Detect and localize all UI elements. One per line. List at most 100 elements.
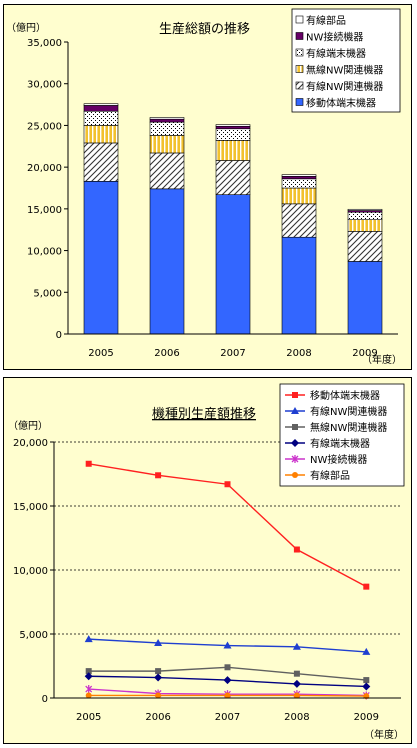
bar-segment — [149, 121, 185, 136]
data-point — [362, 647, 371, 655]
data-point — [155, 472, 162, 479]
legend-label: 有線部品 — [306, 14, 346, 27]
x-axis-label: （年度） — [364, 728, 404, 741]
data-point — [85, 668, 92, 675]
legend-label: 移動体端末機器 — [306, 97, 376, 110]
legend-swatch — [295, 48, 304, 57]
line-chart-panel: 機種別生産額推移 （億円） （年度） 0 5,000 10,000 15,000 20,… — [3, 377, 412, 744]
chart-title: 機種別生産額推移 — [152, 406, 256, 422]
legend-swatch-marker — [292, 392, 298, 398]
legend-label: 有線部品 — [310, 469, 350, 482]
x-axis-label: （年度） — [362, 353, 402, 366]
legend-swatch-marker — [291, 455, 299, 463]
x-tick-label: 2007 — [220, 348, 245, 359]
y-tick-label: 5,000 — [19, 630, 48, 641]
y-tick-label: 35,000 — [27, 38, 62, 49]
bar-segment — [281, 203, 317, 238]
bar-segment — [149, 188, 185, 335]
data-point — [363, 677, 370, 684]
legend-label: 移動体端末機器 — [310, 389, 380, 402]
legend-swatch-marker — [291, 407, 299, 414]
data-point — [154, 673, 163, 682]
bar-segment — [215, 194, 251, 335]
data-point — [84, 672, 93, 681]
x-tick-label: 2007 — [215, 712, 240, 723]
legend-swatch-marker — [292, 424, 298, 430]
data-point — [85, 460, 92, 467]
y-axis-label: （億円） — [6, 21, 46, 34]
bar-segment — [215, 160, 251, 195]
legend-label: 有線端末機器 — [306, 47, 366, 60]
y-axis-label: （億円） — [8, 419, 48, 432]
legend-swatch-marker — [292, 472, 298, 478]
bar-segment — [83, 181, 119, 335]
legend-swatch — [295, 32, 304, 40]
legend-label: 有線端末機器 — [310, 437, 370, 450]
y-tick-label: 15,000 — [13, 502, 48, 513]
bar-segment — [347, 261, 383, 335]
stacked-bar-chart-panel: 生産総額の推移 （億円） （年度） 0 5,000 10,000 15,000 20,0… — [3, 4, 412, 370]
data-point — [292, 642, 301, 650]
bar-segment — [281, 187, 317, 205]
legend-swatch — [295, 81, 304, 90]
data-point — [362, 682, 371, 691]
x-tick-label: 2006 — [154, 348, 179, 359]
bar-segment — [149, 135, 185, 154]
data-point — [84, 635, 93, 643]
bar-segment — [83, 110, 119, 126]
legend-swatch-marker — [291, 439, 299, 447]
bar-segment — [347, 211, 383, 221]
bar-segment — [281, 236, 317, 335]
legend-label: 無線NW関連機器 — [310, 421, 387, 434]
bar-segment — [83, 125, 119, 144]
legend-swatch — [295, 98, 304, 106]
data-point — [293, 546, 300, 553]
bar-segment — [347, 208, 383, 211]
y-tick-label: 25,000 — [27, 121, 62, 132]
bar-segment — [281, 178, 317, 189]
y-tick-label: 20,000 — [27, 163, 62, 174]
data-point — [293, 670, 300, 677]
x-tick-label: 2009 — [354, 712, 379, 723]
bar-segment — [215, 124, 251, 127]
y-tick-label: 5,000 — [33, 288, 62, 299]
bar-segment — [281, 174, 317, 177]
chart-title: 生産総額の推移 — [159, 21, 250, 37]
bar-segment — [83, 103, 119, 106]
bar-segment — [215, 125, 251, 130]
data-point — [155, 668, 162, 675]
bar-segment — [347, 219, 383, 232]
data-point — [292, 679, 301, 688]
y-tick-label: 20,000 — [13, 438, 48, 449]
x-tick-label: 2005 — [88, 348, 113, 359]
data-point — [223, 676, 232, 685]
legend-swatch — [295, 65, 304, 73]
x-tick-label: 2008 — [284, 712, 309, 723]
legend-label: 無線NW関連機器 — [306, 64, 383, 77]
legend-label: NW接続機器 — [310, 453, 367, 466]
bar-segment — [149, 117, 185, 120]
data-point — [85, 692, 92, 699]
x-tick-label: 2006 — [145, 712, 170, 723]
legend-label: 有線NW関連機器 — [306, 80, 383, 93]
legend-label: 有線NW関連機器 — [310, 405, 387, 418]
data-point — [85, 685, 93, 694]
bar-segment — [149, 152, 185, 190]
data-point — [363, 583, 370, 590]
bar-segment — [281, 176, 317, 180]
data-point — [293, 692, 300, 699]
bar-segment — [149, 118, 185, 123]
stacked-bar-chart: 生産総額の推移 （億円） （年度） 0 5,000 10,000 15,000 20,0… — [6, 8, 402, 366]
data-point — [155, 692, 162, 699]
line-chart: 機種別生産額推移 （億円） （年度） 0 5,000 10,000 15,000 20,… — [8, 383, 405, 741]
legend-box — [291, 8, 401, 113]
data-point — [154, 638, 163, 646]
data-point — [224, 481, 231, 488]
y-tick-label: 0 — [42, 694, 48, 705]
x-tick-label: 2008 — [286, 348, 311, 359]
y-tick-label: 10,000 — [27, 247, 62, 258]
bar-segment — [215, 128, 251, 141]
bar-segment — [83, 142, 119, 182]
x-tick-label: 2009 — [352, 348, 377, 359]
